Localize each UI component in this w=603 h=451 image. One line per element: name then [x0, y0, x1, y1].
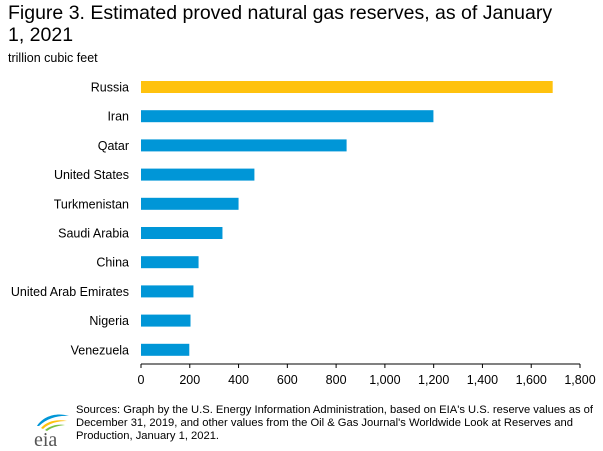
category-label-venezuela: Venezuela	[71, 343, 129, 357]
category-label-qatar: Qatar	[98, 139, 129, 153]
x-tick-label: 600	[277, 373, 298, 387]
bar-nigeria	[141, 314, 191, 327]
x-tick-label: 200	[179, 373, 200, 387]
logo-swoosh-green	[45, 424, 65, 431]
x-tick-label: 1,400	[467, 373, 498, 387]
x-tick-label: 1,200	[418, 373, 449, 387]
x-tick-label: 400	[228, 373, 249, 387]
bar-turkmenistan	[141, 197, 239, 210]
category-label-saudi-arabia: Saudi Arabia	[58, 227, 129, 241]
x-tick-label: 1,000	[369, 373, 400, 387]
category-label-china: China	[96, 256, 129, 270]
logo-swoosh-yellow	[41, 420, 67, 429]
category-label-turkmenistan: Turkmenistan	[54, 197, 129, 211]
x-tick-label: 1,800	[564, 373, 595, 387]
bar-china	[141, 256, 199, 269]
eia-logo: eia	[34, 414, 69, 448]
bar-chart: Russia Iran Qatar United States Turkmenistan…	[11, 81, 596, 388]
bar-venezuela	[141, 343, 190, 356]
category-label-nigeria: Nigeria	[89, 314, 129, 328]
bar-united-arab-emirates	[141, 285, 194, 298]
bar-united-states	[141, 168, 255, 181]
bar-saudi-arabia	[141, 227, 223, 239]
bar-iran	[141, 110, 434, 123]
source-note: Sources: Graph by the U.S. Energy Inform…	[76, 404, 594, 442]
category-label-iran: Iran	[107, 110, 129, 124]
unit-label: trillion cubic feet	[8, 51, 98, 65]
category-label-united-states: United States	[54, 168, 129, 182]
bar-qatar	[141, 139, 347, 152]
logo-swoosh-blue	[37, 414, 69, 426]
chart-title: Figure 3. Estimated proved natural gas r…	[8, 2, 553, 46]
bar-russia	[141, 81, 553, 93]
x-tick-label: 1,600	[516, 373, 547, 387]
x-tick-label: 800	[326, 373, 347, 387]
logo-text: eia	[34, 429, 57, 448]
category-label-russia: Russia	[91, 81, 129, 95]
x-tick-label: 0	[138, 373, 145, 387]
category-label-united-arab-emirates: United Arab Emirates	[11, 285, 129, 299]
